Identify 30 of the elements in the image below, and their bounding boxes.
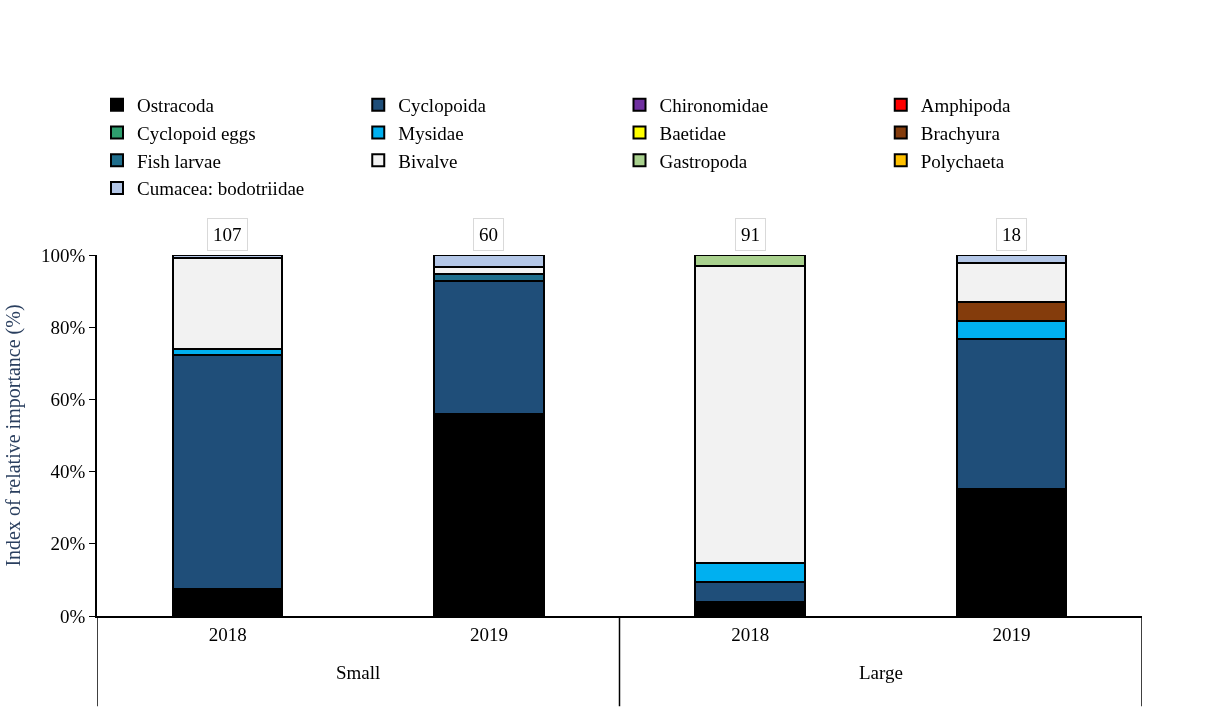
legend-label: Bivalve [398,150,458,172]
text: Small [336,662,381,683]
text: 91 [741,224,760,245]
y-tick-label: 0% [60,605,86,627]
y-tick-label: 40% [50,461,86,483]
x-tick-label: 2019 [469,623,508,645]
text: 107 [213,224,242,245]
legend-label: Chironomidae [659,95,769,117]
legend-label: Cyclopoid eggs [137,122,256,144]
legend-label: Baetidae [659,122,726,144]
y-tick-label: 100% [41,244,86,266]
text: Large [859,662,903,683]
y-axis-title: Index of relative importance (%) [2,304,26,567]
legend-label: Brachyura [920,122,1001,144]
y-tick-label: 20% [50,533,86,555]
legend-label: Amphipoda [920,95,1012,117]
legend-label: Fish larvae [137,150,221,172]
legend-label: Cyclopoida [398,95,487,117]
legend-label: Cumacea: bodotriidae [137,178,305,200]
legend-label: Gastropoda [659,150,748,172]
x-tick-label: 2018 [208,623,247,645]
y-tick-label: 60% [50,389,86,411]
legend-label: Mysidae [398,122,464,144]
x-tick-label: 2019 [992,623,1031,645]
text: 60 [479,224,498,245]
text: 18 [1002,224,1021,245]
x-tick-label: 2018 [731,623,770,645]
legend-label: Ostracoda [137,95,215,117]
y-tick-label: 80% [50,316,86,338]
legend-label: Polychaeta [920,150,1005,172]
